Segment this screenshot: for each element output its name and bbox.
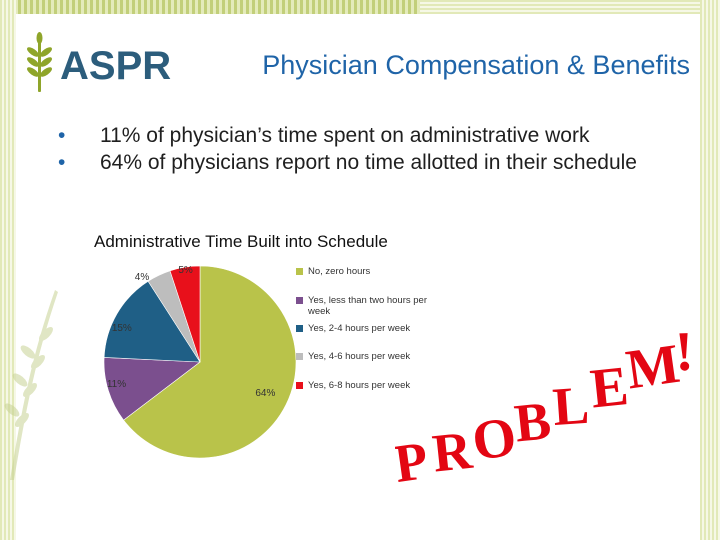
problem-letter: B: [512, 390, 554, 453]
problem-letter: E: [588, 355, 632, 421]
legend-item: Yes, less than two hours per week: [296, 295, 448, 317]
problem-letter: P: [395, 430, 432, 494]
slice-label: 11%: [106, 379, 127, 391]
slice-label: 4%: [134, 271, 150, 283]
bullet-text: 11% of physician’s time spent on adminis…: [100, 124, 590, 147]
legend-item: Yes, 6-8 hours per week: [296, 380, 448, 391]
pie-chart: [103, 265, 297, 459]
problem-letter: O: [468, 405, 520, 472]
bullet-symbol: •: [58, 151, 66, 174]
pie-slice: [169, 265, 201, 363]
pie-slice: [103, 280, 201, 363]
legend-swatch: [296, 268, 303, 275]
chart-title: Administrative Time Built into Schedule: [94, 232, 388, 251]
problem-letter: M: [622, 333, 683, 402]
legend-label: Yes, 4-6 hours per week: [308, 351, 411, 362]
pie-slice: [103, 357, 201, 421]
left-border: [0, 0, 16, 540]
slice-label: 64%: [255, 388, 276, 400]
problem-letter: R: [430, 420, 476, 484]
legend-label: Yes, 6-8 hours per week: [308, 380, 411, 391]
top-border: [0, 0, 720, 14]
problem-letter: !: [674, 321, 695, 384]
right-border: [700, 0, 720, 540]
legend-item: Yes, 2-4 hours per week: [296, 323, 448, 334]
bullet-list: • 11% of physician’s time spent on admini…: [58, 122, 698, 176]
problem-letter: L: [551, 375, 591, 437]
bullet-item: • 64% of physicians report no time allott…: [58, 149, 698, 176]
pie-slice: [123, 265, 297, 459]
bullet-symbol: •: [58, 124, 66, 147]
aspr-logo-icon: [27, 32, 52, 92]
legend-swatch: [296, 353, 303, 360]
legend-label: Yes, 2-4 hours per week: [308, 323, 411, 334]
legend-label: Yes, less than two hours per week: [308, 295, 427, 317]
legend-swatch: [296, 325, 303, 332]
legend-label: No, zero hours: [308, 266, 371, 277]
brand-name: ASPR: [60, 44, 172, 88]
legend-swatch: [296, 297, 303, 304]
problem-stamp: P R O B L E M !: [395, 321, 695, 494]
wheat-watermark-icon: [4, 290, 58, 480]
legend-item: No, zero hours: [296, 266, 448, 277]
bullet-item: • 11% of physician’s time spent on admini…: [58, 122, 698, 149]
legend-item: Yes, 4-6 hours per week: [296, 351, 448, 362]
slice-label: 5%: [178, 264, 193, 276]
slice-label: 15%: [111, 322, 132, 334]
legend-swatch: [296, 382, 303, 389]
slide-title: Physician Compensation & Benefits: [262, 50, 690, 80]
top-border-accent: [0, 0, 420, 14]
bullet-text: 64% of physicians report no time allotte…: [100, 151, 637, 174]
